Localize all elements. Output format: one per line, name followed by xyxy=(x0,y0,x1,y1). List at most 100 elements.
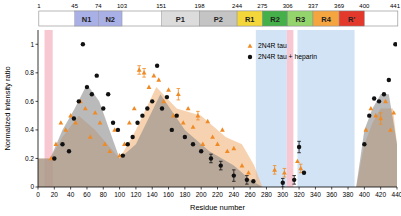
point xyxy=(191,124,196,128)
error-bar xyxy=(177,89,181,100)
x-tick-label: 120 xyxy=(130,191,141,198)
point xyxy=(372,96,376,100)
point xyxy=(67,149,71,153)
y-axis-label: Normalized intensity ratio xyxy=(3,66,12,150)
legend: 2N4R tau2N4R tau + heparin xyxy=(248,42,318,61)
domain xyxy=(339,11,364,26)
error-cap xyxy=(142,68,146,69)
x-tick xyxy=(380,187,381,190)
error-bar xyxy=(292,176,296,185)
point xyxy=(240,163,245,167)
point xyxy=(137,67,142,71)
error-cap xyxy=(292,175,296,176)
point xyxy=(191,142,195,146)
point xyxy=(393,42,397,46)
domain xyxy=(200,11,238,26)
x-tick-label: 160 xyxy=(163,191,174,198)
x-tick xyxy=(299,187,300,190)
x-tick-label: 60 xyxy=(83,191,91,198)
x-tick-label: 180 xyxy=(179,191,190,198)
point xyxy=(165,95,169,99)
x-tick xyxy=(233,187,234,190)
point xyxy=(140,113,144,117)
error-cap xyxy=(177,88,181,89)
x2-tick-label: 306 xyxy=(283,3,294,9)
point xyxy=(199,149,203,153)
y-tick xyxy=(36,101,39,102)
domain-label: R' xyxy=(348,15,355,24)
domain-label: P1 xyxy=(176,15,185,24)
error-cap xyxy=(232,169,236,170)
x-tick-label: 420 xyxy=(375,191,386,198)
point xyxy=(130,135,134,139)
x2-tick-label: 244 xyxy=(232,3,243,9)
point xyxy=(77,99,81,103)
point xyxy=(68,113,73,117)
point xyxy=(215,142,220,146)
x-tick xyxy=(397,187,398,190)
error-cap xyxy=(209,154,213,155)
point xyxy=(166,87,171,91)
domain xyxy=(237,11,262,26)
point xyxy=(54,142,59,146)
error-cap xyxy=(283,168,287,169)
error-bar xyxy=(281,178,285,187)
x-tick-label: 360 xyxy=(326,191,337,198)
error-cap xyxy=(209,162,213,163)
error-bar xyxy=(297,141,301,152)
point xyxy=(127,120,132,124)
y-tick xyxy=(36,158,39,159)
error-cap xyxy=(219,161,223,162)
domain xyxy=(262,11,287,26)
point xyxy=(388,127,393,131)
x-tick xyxy=(184,187,185,190)
point xyxy=(231,146,236,150)
x2-tick-label: 151 xyxy=(156,3,167,9)
error-bar xyxy=(196,111,200,120)
error-cap xyxy=(297,152,301,153)
point xyxy=(155,63,159,67)
point xyxy=(245,178,249,182)
plot-data xyxy=(38,42,397,187)
error-cap xyxy=(273,174,277,175)
error-bar xyxy=(283,168,287,177)
point xyxy=(297,145,301,149)
error-cap xyxy=(196,119,200,120)
error-cap xyxy=(297,141,301,142)
x2-tick-label: 198 xyxy=(195,3,206,9)
x2-tick-label: 74 xyxy=(95,3,102,9)
y-tick xyxy=(36,72,39,73)
point xyxy=(175,113,179,117)
domain xyxy=(75,11,99,26)
x-tick-label: 340 xyxy=(310,191,321,198)
y-tick-label: 0 xyxy=(30,183,34,190)
domain xyxy=(313,11,339,26)
error-bar xyxy=(299,164,303,173)
x2-tick-label: 45 xyxy=(71,3,78,9)
point xyxy=(116,128,120,132)
x-tick-label: 20 xyxy=(51,191,59,198)
x-axis-label: Residue number xyxy=(190,203,246,212)
x-tick xyxy=(201,187,202,190)
x2-tick-label: 275 xyxy=(257,3,268,9)
point xyxy=(232,173,236,177)
y-tick xyxy=(36,187,39,188)
point xyxy=(383,99,388,103)
point xyxy=(107,149,112,153)
x-tick-label: 260 xyxy=(245,191,256,198)
point xyxy=(52,156,56,160)
x-tick xyxy=(119,187,120,190)
x-tick xyxy=(152,187,153,190)
x-tick-label: 140 xyxy=(147,191,158,198)
y-tick xyxy=(36,44,39,45)
point xyxy=(98,120,103,124)
error-cap xyxy=(137,65,141,66)
x2-tick-label: 441 xyxy=(390,3,401,9)
point xyxy=(391,110,396,114)
point xyxy=(156,77,161,81)
error-bar xyxy=(232,170,236,181)
x-tick-label: 320 xyxy=(294,191,305,198)
x-tick-label: 100 xyxy=(114,191,125,198)
point xyxy=(367,113,371,117)
point xyxy=(364,127,369,131)
